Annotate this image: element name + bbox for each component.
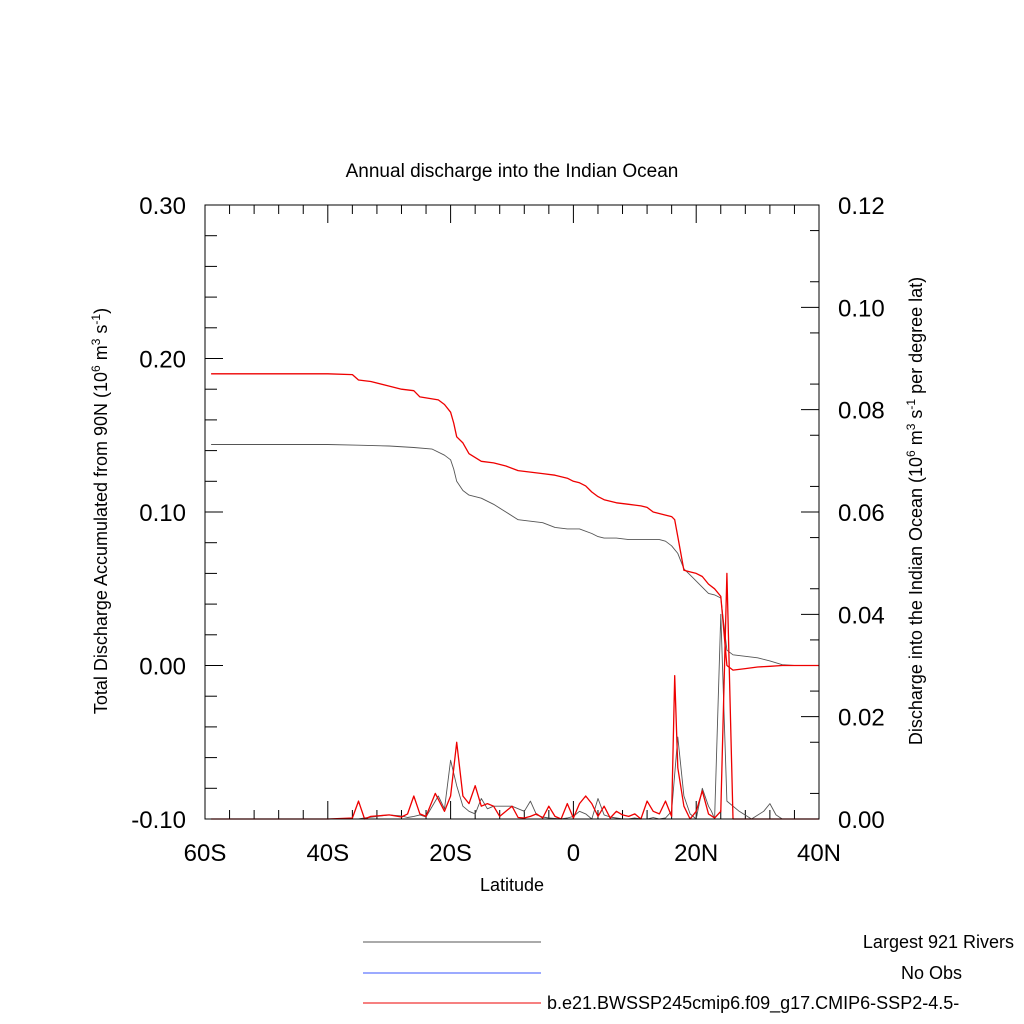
plot-frame xyxy=(204,204,820,820)
x-tick-label: 0 xyxy=(567,840,580,867)
y-axis-right-label-mid2: s xyxy=(906,410,926,424)
svg-text:Discharge into the Indian Ocea: Discharge into the Indian Ocean (106 m3 … xyxy=(904,277,926,745)
y-right-tick-label: 0.00 xyxy=(838,807,885,834)
series-layer xyxy=(211,373,819,820)
y-axis-left-label-exp1: 6 xyxy=(89,365,103,372)
series-line-3 xyxy=(211,613,819,820)
axis-ticks xyxy=(204,204,820,820)
y-right-tick-label: 0.04 xyxy=(838,602,885,629)
y-axis-right-label-prefix: Discharge into the Indian Ocean (10 xyxy=(906,457,926,745)
y-right-tick-label: 0.02 xyxy=(838,705,885,732)
y-right-tick-label: 0.06 xyxy=(838,500,885,527)
y-left-tick-label: 0.10 xyxy=(139,500,186,527)
y-axis-right-label: Discharge into the Indian Ocean (106 m3 … xyxy=(904,277,926,745)
y-axis-left-label-mid1: m xyxy=(91,345,111,365)
series-line-2 xyxy=(211,373,819,671)
legend-label: Largest 921 Rivers xyxy=(863,932,1014,952)
y-axis-left-label-suffix: ) xyxy=(91,308,111,314)
x-tick-label: 20N xyxy=(674,840,718,867)
y-axis-right-label-exp1: 6 xyxy=(904,450,918,457)
y-axis-left-label-mid2: s xyxy=(91,325,111,339)
x-axis-label: Latitude xyxy=(480,875,544,895)
y-axis-left-label: Total Discharge Accumulated from 90N (10… xyxy=(89,308,111,714)
legend-label: b.e21.BWSSP245cmip6.f09_g17.CMIP6-SSP2-4… xyxy=(547,993,959,1014)
y-axis-left-label-prefix: Total Discharge Accumulated from 90N (10 xyxy=(91,372,111,714)
svg-text:Total Discharge Accumulated fr: Total Discharge Accumulated from 90N (10… xyxy=(89,308,111,714)
y-axis-right-label-exp3: -1 xyxy=(904,399,918,410)
axis-tick-labels: 60S 40S 20S 0 20N 40N 0.30 0.20 0.10 0.00 -0.10 0.1… xyxy=(131,193,884,867)
x-tick-label: 20S xyxy=(429,840,472,867)
y-left-tick-label: -0.10 xyxy=(131,807,186,834)
legend: Largest 921 Rivers No Obs b.e21.BWSSP245cm… xyxy=(363,932,1014,1014)
x-tick-label: 60S xyxy=(184,840,227,867)
series-line-4 xyxy=(211,572,819,820)
y-right-tick-label: 0.12 xyxy=(838,193,885,220)
y-right-tick-label: 0.08 xyxy=(838,398,885,425)
y-axis-right-label-mid1: m xyxy=(906,430,926,450)
y-left-tick-label: 0.00 xyxy=(139,654,186,681)
y-left-tick-label: 0.30 xyxy=(139,193,186,220)
series-line-0 xyxy=(211,444,819,666)
y-left-tick-label: 0.20 xyxy=(139,347,186,374)
y-axis-left-label-exp3: -1 xyxy=(89,314,103,325)
y-right-tick-label: 0.10 xyxy=(838,295,885,322)
x-tick-label: 40S xyxy=(306,840,349,867)
y-axis-left-label-exp2: 3 xyxy=(89,338,103,345)
y-axis-right-label-suffix: per degree lat) xyxy=(906,277,926,399)
chart-title: Annual discharge into the Indian Ocean xyxy=(346,161,679,182)
x-tick-label: 40N xyxy=(797,840,841,867)
y-axis-right-label-exp2: 3 xyxy=(904,423,918,430)
legend-label: No Obs xyxy=(901,963,962,983)
